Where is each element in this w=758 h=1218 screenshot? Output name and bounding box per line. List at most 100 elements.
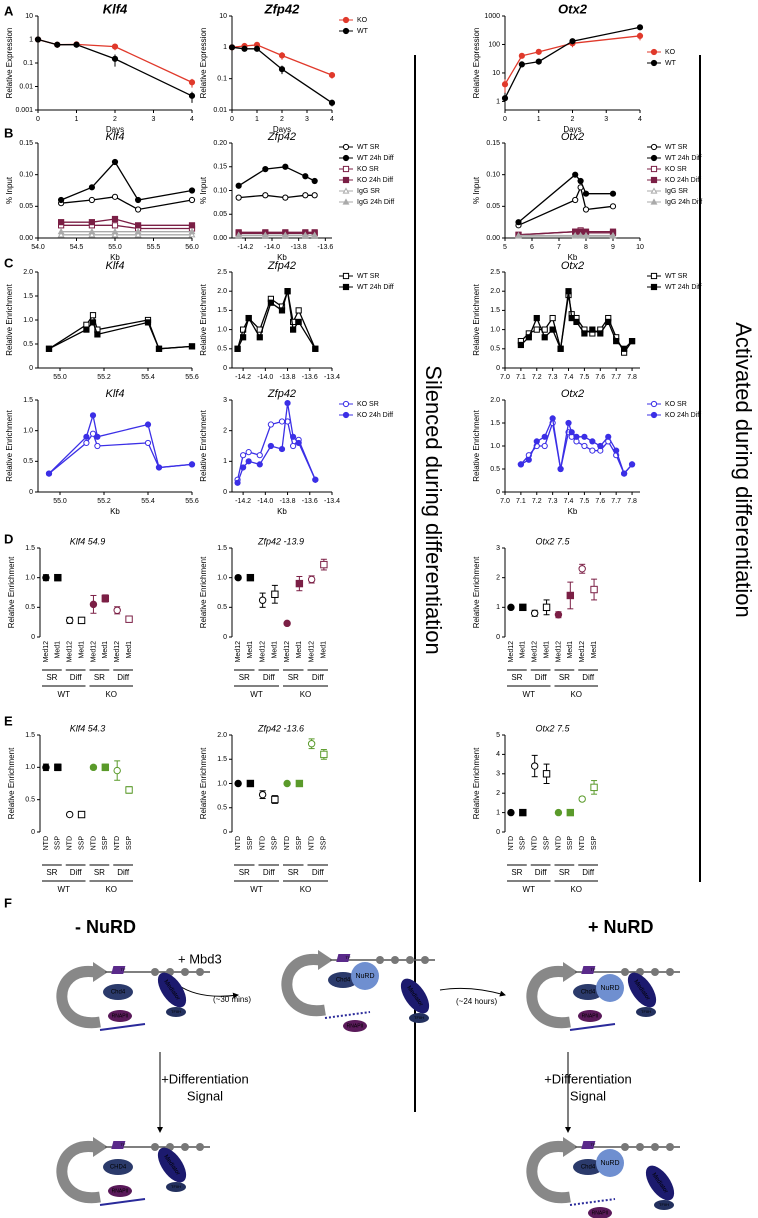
chart-title: Klf4 (106, 388, 125, 400)
group-label: WT (523, 885, 536, 894)
chart-title: Otx2 (561, 131, 584, 143)
x-axis-label: Kb (568, 253, 578, 262)
tfiih (654, 1200, 674, 1210)
nurd-label: NuRD (600, 1160, 619, 1167)
nucleosome (151, 1143, 159, 1151)
legend-label: WT 24h Diff (357, 155, 394, 162)
y-tick-label: 1.0 (23, 428, 33, 435)
marker (188, 196, 196, 204)
marker (533, 314, 540, 322)
marker (144, 439, 152, 447)
rnapii (108, 1010, 132, 1022)
marker (54, 573, 62, 582)
marker (262, 166, 269, 173)
y-axis-label: Relative Expression (472, 28, 481, 99)
marker (650, 165, 658, 173)
marker (234, 779, 242, 788)
series-line (61, 196, 193, 211)
x-tick-label: Med1 (272, 641, 279, 659)
x-tick-label: NTD (43, 836, 50, 850)
marker (533, 438, 540, 445)
rnapii (578, 1010, 602, 1022)
chart-title: Otx2 (561, 388, 584, 400)
marker (501, 81, 509, 88)
series-line (48, 432, 193, 475)
x-tick-label: 7.1 (516, 498, 526, 505)
marker (613, 447, 620, 454)
marker (88, 219, 96, 226)
marker (135, 222, 142, 229)
y-tick-label: 2 (496, 790, 500, 797)
marker (650, 187, 658, 194)
marker (535, 48, 542, 55)
x-tick-label: 0 (36, 116, 40, 123)
y-tick-label: 1.0 (23, 317, 33, 324)
y-tick-label: 0.1 (23, 60, 33, 67)
y-tick-label: 0.00 (19, 235, 33, 242)
y-axis-label: Relative Expression (5, 28, 14, 99)
x-tick-label: SSP (520, 836, 527, 850)
y-tick-label: 0.001 (15, 107, 33, 114)
y-tick-label: 2 (496, 575, 500, 582)
marker (650, 48, 658, 56)
x-axis-label: Days (106, 125, 124, 134)
x-tick-label: 10 (636, 244, 644, 251)
x-tick-label: -13.8 (280, 374, 296, 381)
x-tick-label: 7.2 (532, 374, 542, 381)
subgroup-label: SR (288, 673, 299, 682)
marker (342, 187, 350, 194)
marker (650, 272, 658, 280)
transcript (569, 1198, 616, 1206)
loop-arrow (563, 962, 578, 982)
marker (94, 331, 101, 338)
tf (111, 966, 126, 974)
marker (518, 52, 525, 59)
marker (77, 810, 86, 819)
marker (517, 461, 524, 468)
y-axis-label: Relative Enrichment (199, 409, 208, 481)
nucleosome (181, 1143, 189, 1151)
marker (650, 143, 658, 151)
marker (621, 470, 628, 477)
marker (188, 92, 196, 99)
x-tick-label: SSP (126, 836, 133, 850)
x-tick-label: -13.8 (291, 244, 307, 251)
loop-arrow (563, 1137, 578, 1157)
marker (533, 326, 540, 333)
marker (573, 318, 580, 326)
y-axis-label: % Input (199, 176, 208, 204)
y-tick-label: 0 (31, 634, 35, 641)
marker (307, 575, 316, 584)
marker (282, 194, 289, 201)
marker (549, 415, 556, 422)
y-tick-label: 1.5 (490, 307, 500, 314)
chromatin-loop (56, 1141, 101, 1204)
subgroup-label: Diff (263, 868, 276, 877)
y-tick-label: 2.5 (490, 269, 500, 276)
marker (235, 231, 243, 238)
marker (94, 433, 101, 440)
marker (88, 228, 96, 235)
marker (111, 193, 119, 200)
marker (155, 464, 163, 471)
x-tick-label: Med1 (55, 641, 62, 659)
x-tick-label: 2 (113, 116, 117, 123)
marker (581, 442, 588, 450)
x-tick-label: 7.8 (627, 498, 637, 505)
group-label: WT (58, 690, 71, 699)
chart-title: Klf4 (106, 131, 125, 143)
nurd-label: NuRD (355, 973, 374, 980)
tfiih-label: TFIIH (171, 1009, 181, 1014)
x-axis-label: Days (563, 125, 581, 134)
chart-title: Otx2 7.5 (535, 536, 570, 546)
y-tick-label: 0.00 (213, 235, 227, 242)
x-tick-label: NTD (508, 836, 515, 850)
chart-title: Klf4 54.3 (70, 723, 106, 733)
marker (278, 52, 286, 59)
legend-label: IgG SR (665, 188, 688, 195)
marker (571, 231, 579, 239)
marker (89, 412, 97, 419)
marker (535, 58, 542, 65)
loop-arrow (93, 962, 108, 982)
marker (650, 59, 658, 67)
